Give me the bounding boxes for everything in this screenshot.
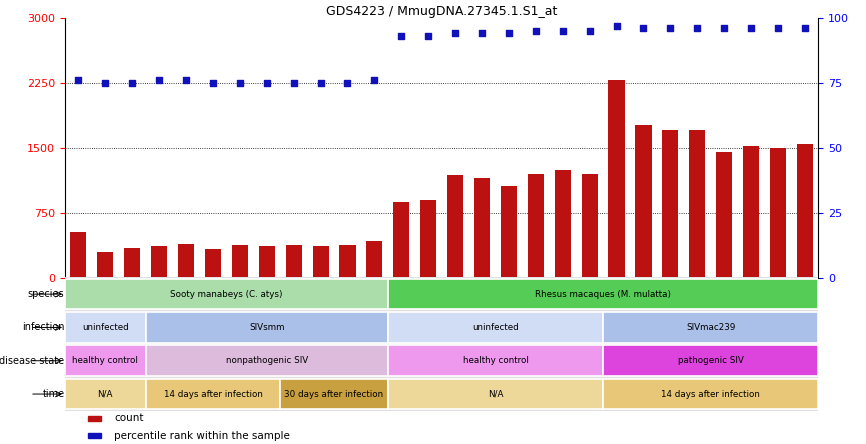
Text: pathogenic SIV: pathogenic SIV bbox=[678, 356, 744, 365]
Bar bbox=[87, 433, 101, 438]
Text: SIVsmm: SIVsmm bbox=[249, 323, 285, 332]
FancyBboxPatch shape bbox=[145, 379, 281, 409]
Point bbox=[744, 24, 758, 32]
Point bbox=[449, 30, 462, 37]
FancyBboxPatch shape bbox=[65, 312, 145, 343]
Bar bbox=[716, 152, 733, 278]
Bar bbox=[286, 245, 301, 278]
Text: 14 days after infection: 14 days after infection bbox=[662, 389, 760, 399]
FancyBboxPatch shape bbox=[281, 379, 388, 409]
Bar bbox=[178, 244, 194, 278]
Bar bbox=[447, 175, 463, 278]
Text: Rhesus macaques (M. mulatta): Rhesus macaques (M. mulatta) bbox=[535, 289, 671, 299]
Point bbox=[475, 30, 489, 37]
Point bbox=[394, 32, 408, 40]
FancyBboxPatch shape bbox=[145, 345, 388, 376]
Point bbox=[717, 24, 731, 32]
Bar bbox=[662, 131, 678, 278]
Bar bbox=[501, 186, 517, 278]
Point bbox=[529, 27, 543, 34]
Bar bbox=[420, 200, 436, 278]
Point bbox=[367, 76, 381, 83]
FancyBboxPatch shape bbox=[65, 279, 388, 309]
Point bbox=[99, 79, 113, 86]
Bar bbox=[474, 178, 490, 278]
Point bbox=[771, 24, 785, 32]
FancyBboxPatch shape bbox=[65, 379, 145, 409]
Bar bbox=[97, 252, 113, 278]
Point bbox=[556, 27, 570, 34]
FancyBboxPatch shape bbox=[145, 312, 388, 343]
Point bbox=[421, 32, 435, 40]
FancyBboxPatch shape bbox=[603, 312, 818, 343]
FancyBboxPatch shape bbox=[388, 279, 818, 309]
Point bbox=[179, 76, 193, 83]
Text: SIVmac239: SIVmac239 bbox=[686, 323, 735, 332]
Text: 14 days after infection: 14 days after infection bbox=[164, 389, 262, 399]
Bar bbox=[636, 125, 651, 278]
Bar bbox=[70, 233, 87, 278]
Text: time: time bbox=[42, 389, 64, 399]
FancyBboxPatch shape bbox=[388, 379, 603, 409]
Point bbox=[152, 76, 166, 83]
Bar bbox=[393, 202, 410, 278]
Point bbox=[610, 22, 624, 29]
FancyBboxPatch shape bbox=[603, 345, 818, 376]
Text: species: species bbox=[28, 289, 64, 299]
Text: N/A: N/A bbox=[488, 389, 503, 399]
Text: Sooty manabeys (C. atys): Sooty manabeys (C. atys) bbox=[170, 289, 282, 299]
Text: percentile rank within the sample: percentile rank within the sample bbox=[114, 431, 290, 440]
Point bbox=[502, 30, 516, 37]
Bar bbox=[339, 245, 356, 278]
Bar bbox=[232, 245, 248, 278]
Point bbox=[583, 27, 597, 34]
Bar bbox=[366, 241, 383, 278]
Point bbox=[637, 24, 650, 32]
Point bbox=[690, 24, 704, 32]
Point bbox=[340, 79, 354, 86]
Point bbox=[72, 76, 86, 83]
Bar bbox=[313, 246, 328, 278]
Text: 30 days after infection: 30 days after infection bbox=[284, 389, 384, 399]
Point bbox=[663, 24, 677, 32]
Bar bbox=[259, 246, 275, 278]
FancyBboxPatch shape bbox=[65, 345, 145, 376]
Bar bbox=[527, 174, 544, 278]
Bar bbox=[124, 248, 140, 278]
Text: uninfected: uninfected bbox=[472, 323, 519, 332]
FancyBboxPatch shape bbox=[603, 379, 818, 409]
Text: healthy control: healthy control bbox=[73, 356, 139, 365]
Text: infection: infection bbox=[22, 322, 64, 333]
Bar bbox=[689, 131, 705, 278]
Point bbox=[126, 79, 139, 86]
Text: uninfected: uninfected bbox=[82, 323, 129, 332]
Bar bbox=[87, 416, 101, 421]
Point bbox=[313, 79, 327, 86]
Text: healthy control: healthy control bbox=[462, 356, 528, 365]
Point bbox=[206, 79, 220, 86]
Bar bbox=[554, 170, 571, 278]
FancyBboxPatch shape bbox=[388, 345, 603, 376]
Text: GDS4223 / MmugDNA.27345.1.S1_at: GDS4223 / MmugDNA.27345.1.S1_at bbox=[326, 5, 558, 18]
Bar bbox=[609, 80, 624, 278]
Bar bbox=[770, 148, 786, 278]
Point bbox=[287, 79, 301, 86]
Point bbox=[233, 79, 247, 86]
Text: count: count bbox=[114, 413, 144, 424]
FancyBboxPatch shape bbox=[388, 312, 603, 343]
Bar bbox=[743, 146, 759, 278]
Bar bbox=[582, 174, 598, 278]
Text: nonpathogenic SIV: nonpathogenic SIV bbox=[226, 356, 308, 365]
Text: N/A: N/A bbox=[98, 389, 113, 399]
Point bbox=[798, 24, 811, 32]
Point bbox=[260, 79, 274, 86]
Text: disease state: disease state bbox=[0, 356, 64, 366]
Bar bbox=[151, 246, 167, 278]
Bar bbox=[205, 249, 221, 278]
Bar bbox=[797, 144, 813, 278]
